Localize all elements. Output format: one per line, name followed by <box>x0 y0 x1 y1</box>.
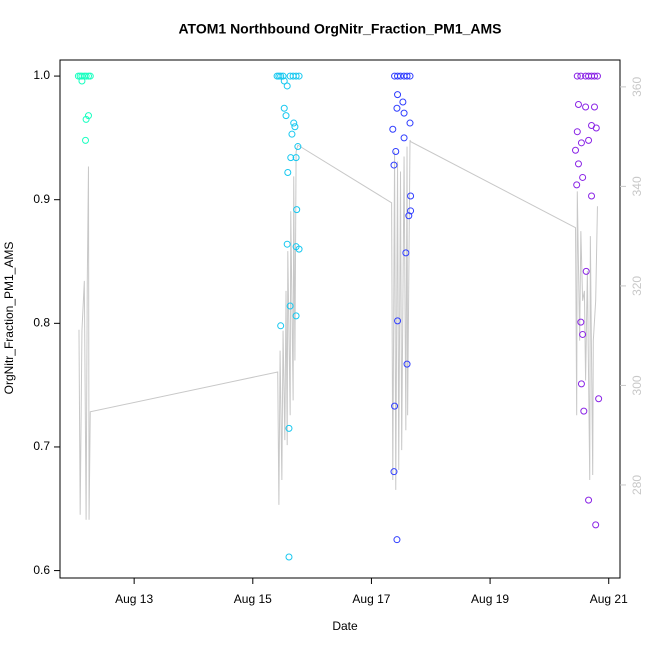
data-point <box>579 173 587 181</box>
data-point <box>399 98 407 106</box>
data-point <box>291 123 299 131</box>
data-point <box>390 468 398 476</box>
data-point <box>82 72 90 80</box>
data-point <box>282 112 290 120</box>
data-point <box>397 72 405 80</box>
data-point <box>400 134 408 142</box>
data-point <box>292 312 300 320</box>
data-point <box>590 103 598 111</box>
data-point <box>279 72 287 80</box>
data-point <box>402 249 410 257</box>
x-tick-label: Aug 19 <box>471 592 509 606</box>
data-point <box>407 192 415 200</box>
data-point <box>574 101 582 109</box>
y2-tick-label: 360 <box>630 77 644 97</box>
x-tick-label: Aug 21 <box>590 592 628 606</box>
data-point <box>394 91 402 99</box>
y-tick-label: 0.9 <box>33 192 50 206</box>
y2-axis: 280 300 320 340 360 <box>620 77 644 495</box>
data-point <box>292 72 300 80</box>
data-point <box>592 521 600 529</box>
data-point <box>78 72 86 80</box>
data-point <box>78 77 86 85</box>
y-tick-label: 0.6 <box>33 563 50 577</box>
data-point <box>590 72 598 80</box>
data-point <box>283 82 291 90</box>
data-point <box>400 109 408 117</box>
data-point <box>582 267 590 275</box>
data-point <box>403 360 411 368</box>
x-axis-title: Date <box>332 619 358 633</box>
data-point <box>390 161 398 169</box>
data-point <box>394 317 402 325</box>
data-point <box>406 72 414 80</box>
data-point <box>394 72 402 80</box>
data-point <box>393 104 401 112</box>
x-tick-label: Aug 17 <box>352 592 390 606</box>
y-tick-label: 0.7 <box>33 439 50 453</box>
chart-title: ATOM1 Northbound OrgNitr_Fraction_PM1_AM… <box>178 21 501 37</box>
y-tick-label: 0.8 <box>33 315 50 329</box>
data-point <box>392 147 400 155</box>
data-point <box>292 154 300 162</box>
data-point <box>405 212 413 220</box>
y2-tick-label: 280 <box>630 475 644 495</box>
data-point <box>280 77 288 85</box>
data-point <box>593 72 601 80</box>
data-point <box>407 207 415 215</box>
data-point <box>86 72 94 80</box>
data-point <box>84 112 92 120</box>
data-point <box>403 72 411 80</box>
data-point <box>277 322 285 330</box>
x-tick-label: Aug 13 <box>115 592 153 606</box>
data-point <box>592 124 600 132</box>
data-point <box>284 169 292 177</box>
data-point <box>577 318 585 326</box>
data-point <box>595 395 603 403</box>
data-point <box>277 72 285 80</box>
data-point <box>293 206 301 214</box>
data-point <box>294 143 302 151</box>
y2-tick-label: 300 <box>630 375 644 395</box>
data-point <box>573 128 581 136</box>
data-point <box>572 146 580 154</box>
data-point <box>585 136 593 144</box>
data-point <box>577 380 585 388</box>
data-point <box>82 136 90 144</box>
data-point <box>391 402 399 410</box>
data-point <box>389 125 397 133</box>
data-point <box>573 72 581 80</box>
data-point <box>573 181 581 189</box>
x-tick-label: Aug 15 <box>234 592 272 606</box>
y-axis-title: OrgNitr_Fraction_PM1_AMS <box>2 242 16 395</box>
data-point <box>574 160 582 168</box>
y2-tick-label: 340 <box>630 176 644 196</box>
data-point <box>288 130 296 138</box>
data-point <box>285 553 293 561</box>
y2-tick-label: 320 <box>630 276 644 296</box>
y-tick-label: 1.0 <box>33 68 50 82</box>
data-point <box>577 139 585 147</box>
plot-frame <box>59 59 621 579</box>
data-point <box>393 536 401 544</box>
data-point <box>280 104 288 112</box>
data-point <box>290 119 298 127</box>
data-point <box>582 103 590 111</box>
data-point <box>295 245 303 253</box>
data-point <box>286 302 294 310</box>
data-point <box>285 424 293 432</box>
data-point <box>406 119 414 127</box>
data-point <box>579 330 587 338</box>
data-point <box>295 72 303 80</box>
data-point <box>588 192 596 200</box>
data-point <box>287 154 295 162</box>
data-line <box>78 139 598 520</box>
data-point <box>283 240 291 248</box>
data-point <box>585 496 593 504</box>
data-point <box>580 407 588 415</box>
data-point <box>577 72 585 80</box>
data-point <box>82 115 90 123</box>
